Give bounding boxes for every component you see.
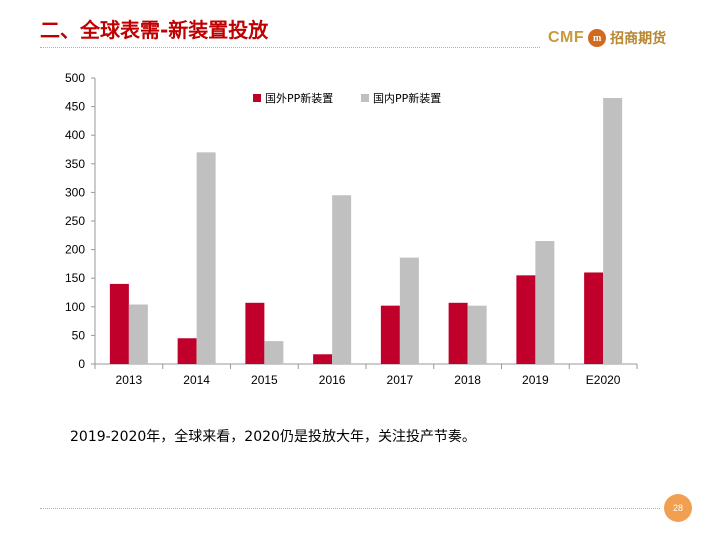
company-logo: CMF m 招商期货 bbox=[548, 26, 666, 50]
slide-caption: 2019-2020年，全球来看，2020仍是投放大年，关注投产节奏。 bbox=[70, 429, 476, 445]
bar-overseas bbox=[313, 354, 333, 364]
y-tick-label: 250 bbox=[65, 214, 85, 228]
slide-title: 二、全球表需-新装置投放 bbox=[40, 18, 269, 42]
bar-domestic bbox=[603, 98, 623, 364]
header-divider bbox=[40, 47, 540, 48]
chart-svg: 0 50 100 150 200 250 300 350 400 450 500 2013 2014 20… bbox=[65, 71, 638, 387]
x-tick-label: 2015 bbox=[251, 373, 278, 387]
bar-overseas bbox=[380, 305, 400, 364]
x-tick-label: 2019 bbox=[522, 373, 549, 387]
y-tick-label: 200 bbox=[65, 243, 85, 257]
bar-overseas bbox=[177, 338, 197, 364]
bar-overseas bbox=[516, 275, 536, 364]
legend-swatch-domestic bbox=[361, 94, 369, 102]
bar-overseas bbox=[584, 272, 604, 364]
bar-overseas bbox=[109, 283, 129, 364]
logo-brand: CMF bbox=[548, 29, 585, 46]
bar-chart: 0 50 100 150 200 250 300 350 400 450 500 2013 2014 20… bbox=[40, 71, 640, 402]
bar-domestic bbox=[128, 304, 148, 364]
y-tick-label: 0 bbox=[78, 357, 85, 371]
bar-overseas bbox=[448, 302, 468, 364]
legend-swatch-overseas bbox=[253, 94, 261, 102]
y-tick-label: 100 bbox=[65, 300, 85, 314]
y-tick-label: 150 bbox=[65, 271, 85, 285]
x-tick-label: 2014 bbox=[183, 373, 210, 387]
bar-domestic bbox=[196, 152, 216, 364]
legend-label-domestic: 国内PP新装置 bbox=[373, 91, 441, 105]
bar-domestic bbox=[399, 257, 419, 364]
x-tick-label: 2017 bbox=[387, 373, 414, 387]
footer-divider bbox=[40, 508, 660, 509]
x-tick-label: 2018 bbox=[454, 373, 481, 387]
y-tick-label: 450 bbox=[65, 100, 85, 114]
y-tick-label: 300 bbox=[65, 185, 85, 199]
y-tick-label: 500 bbox=[65, 72, 85, 85]
bar-domestic bbox=[535, 241, 555, 364]
x-tick-label: 2013 bbox=[116, 373, 143, 387]
x-tick-label: E2020 bbox=[586, 373, 621, 387]
bar-overseas bbox=[245, 302, 265, 364]
logo-emblem-icon: m bbox=[588, 29, 607, 47]
bar-domestic bbox=[332, 195, 352, 364]
x-tick-label: 2016 bbox=[319, 373, 346, 387]
y-tick-label: 50 bbox=[72, 328, 86, 342]
legend-label-overseas: 国外PP新装置 bbox=[265, 91, 333, 105]
bar-domestic bbox=[264, 341, 284, 364]
page-number-badge: 28 bbox=[664, 494, 692, 522]
logo-name: 招商期货 bbox=[610, 31, 667, 47]
bar-domestic bbox=[467, 305, 487, 364]
y-tick-label: 350 bbox=[65, 157, 85, 171]
y-tick-label: 400 bbox=[65, 128, 85, 142]
